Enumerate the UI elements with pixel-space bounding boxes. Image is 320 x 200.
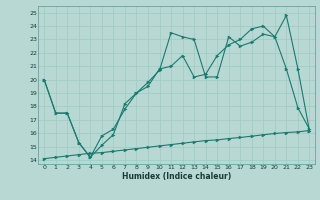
X-axis label: Humidex (Indice chaleur): Humidex (Indice chaleur)	[122, 172, 231, 181]
